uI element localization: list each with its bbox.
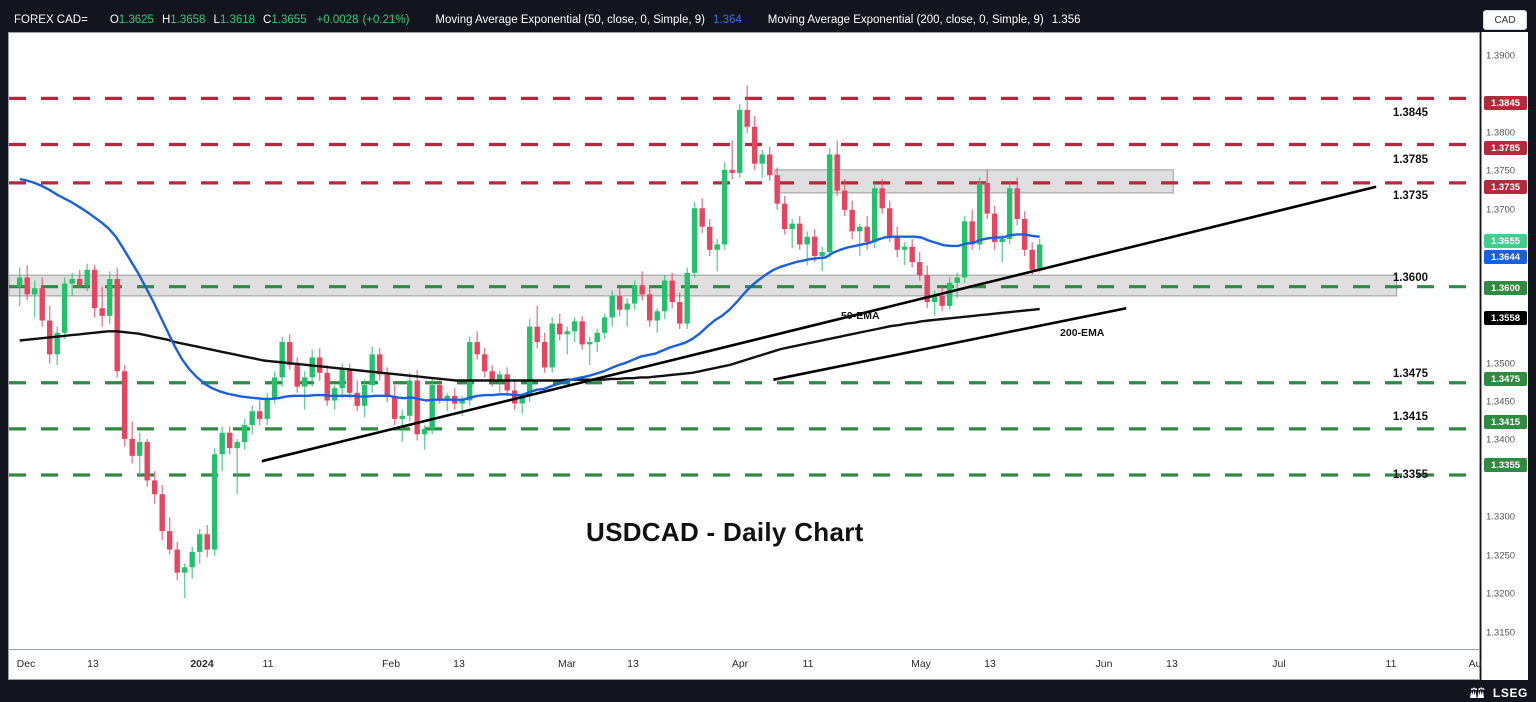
x-axis-label: 2024: [190, 658, 214, 670]
price-tag: 1.3735: [1484, 180, 1527, 194]
close-label: C: [263, 14, 272, 26]
change-percent: (+0.21%): [362, 14, 410, 26]
price-tick-label: 1.3500: [1486, 358, 1516, 370]
price-tag: 1.3558: [1484, 311, 1527, 325]
x-axis-label: Dec: [16, 658, 36, 670]
price-tick-label: 1.3450: [1486, 396, 1516, 408]
level-price-label: 1.3845: [1392, 107, 1428, 119]
low-value: 1.3618: [219, 14, 256, 26]
price-tick-label: 1.3900: [1486, 50, 1516, 62]
x-axis-label: Mar: [557, 658, 577, 670]
time-axis[interactable]: Dec 13 2024 11 Feb 13 Mar 13 Apr 11 May 13 Jun 13 Jul 1…: [9, 649, 1487, 679]
x-axis-label: 13: [453, 658, 465, 670]
price-tick-label: 1.3750: [1486, 165, 1516, 177]
price-tick-label: 1.3150: [1486, 627, 1516, 639]
price-tag: 1.3655: [1484, 234, 1527, 248]
x-axis-label: 11: [262, 658, 274, 670]
price-tag: 1.3355: [1484, 458, 1527, 472]
x-axis-label: 11: [802, 658, 814, 670]
level-price-label: 1.3355: [1392, 469, 1428, 481]
open-value: 1.3625: [118, 14, 154, 26]
x-axis-label: 13: [627, 658, 639, 670]
candlestick-canvas: [9, 85, 1479, 599]
x-axis-label: 13: [87, 658, 99, 670]
chart-title: USDCAD - Daily Chart: [586, 517, 864, 547]
price-tick-label: 1.3700: [1486, 204, 1516, 216]
ema200-indicator-label[interactable]: Moving Average Exponential (200, close, …: [767, 14, 1044, 26]
200-ema-label: 200-EMA: [1060, 327, 1105, 340]
change-value: +0.0028: [316, 14, 359, 26]
open-label: O: [109, 14, 119, 26]
x-axis-label: 11: [1385, 658, 1397, 670]
level-price-label: 1.3415: [1392, 411, 1428, 423]
level-price-label: 1.3735: [1392, 190, 1428, 202]
lseg-wordmark: LSEG: [1492, 686, 1528, 700]
price-tag: 1.3785: [1484, 141, 1527, 155]
price-tick-label: 1.3250: [1486, 550, 1516, 562]
price-plot-area[interactable]: [9, 33, 1479, 648]
level-price-label: 1.3600: [1392, 272, 1428, 284]
price-tag: 1.3415: [1484, 415, 1527, 429]
x-axis-label: 13: [984, 658, 996, 670]
price-tag: 1.3845: [1484, 96, 1527, 110]
high-label: H: [161, 14, 171, 26]
plot-frame: [8, 32, 1480, 680]
price-tag: 1.3600: [1484, 281, 1527, 295]
close-value: 1.3655: [271, 14, 307, 26]
x-axis-label: 13: [1166, 658, 1178, 670]
currency-badge: CAD: [1483, 10, 1527, 30]
x-axis-label: Jun: [1095, 658, 1113, 670]
x-axis-label: Feb: [381, 658, 401, 670]
lseg-brand: LSEG: [1468, 686, 1528, 700]
level-price-label: 1.3475: [1392, 368, 1428, 380]
symbol-label[interactable]: FOREX CAD=: [14, 14, 88, 26]
price-tag: 1.3644: [1484, 250, 1527, 264]
level-price-label: 1.3785: [1392, 154, 1428, 166]
x-axis-label: Apr: [731, 658, 749, 670]
price-tick-label: 1.3800: [1486, 127, 1516, 139]
ema200-indicator-value: 1.356: [1051, 14, 1081, 26]
price-axis[interactable]: 1.3900 1.3800 1.3750 1.3700 1.3500 1.3450 1.34…: [1481, 32, 1528, 680]
ema50-indicator-value: 1.364: [712, 14, 742, 26]
price-tick-label: 1.3400: [1486, 434, 1516, 446]
price-tick-label: 1.3200: [1486, 588, 1516, 600]
x-axis-label: Jul: [1272, 658, 1286, 670]
low-label: L: [213, 14, 220, 26]
50-ema-label: 50-EMA: [841, 309, 880, 322]
lseg-logo-icon: [1469, 687, 1485, 698]
ema50-indicator-label[interactable]: Moving Average Exponential (50, close, 0…: [435, 14, 705, 26]
price-tag: 1.3475: [1484, 372, 1527, 386]
price-tick-label: 1.3300: [1486, 511, 1516, 523]
x-axis-label: May: [911, 658, 931, 670]
high-value: 1.3658: [170, 14, 206, 26]
